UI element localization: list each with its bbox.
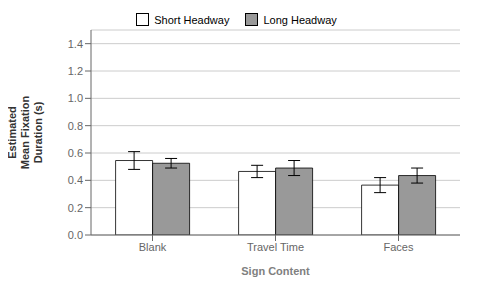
svg-text:1.0: 1.0: [68, 92, 83, 104]
svg-text:Travel Time: Travel Time: [247, 241, 304, 253]
svg-text:0.4: 0.4: [68, 174, 83, 186]
svg-text:Faces: Faces: [384, 241, 414, 253]
svg-text:1.2: 1.2: [68, 65, 83, 77]
svg-text:0.6: 0.6: [68, 147, 83, 159]
html-text:Long Headway: Long Headway: [263, 13, 337, 26]
svg-text:0.8: 0.8: [68, 120, 83, 132]
svg-text:0.2: 0.2: [68, 202, 83, 214]
html-text:Short Headway: Short Headway: [154, 13, 230, 26]
svg-text:1.4: 1.4: [68, 38, 83, 50]
svg-text:Sign Content: Sign Content: [241, 265, 310, 277]
svg-text:0.0: 0.0: [68, 229, 83, 241]
svg-text:EstimatedMean FixationDuration: EstimatedMean FixationDuration (s): [8, 96, 44, 170]
svg-text:Blank: Blank: [139, 241, 167, 253]
